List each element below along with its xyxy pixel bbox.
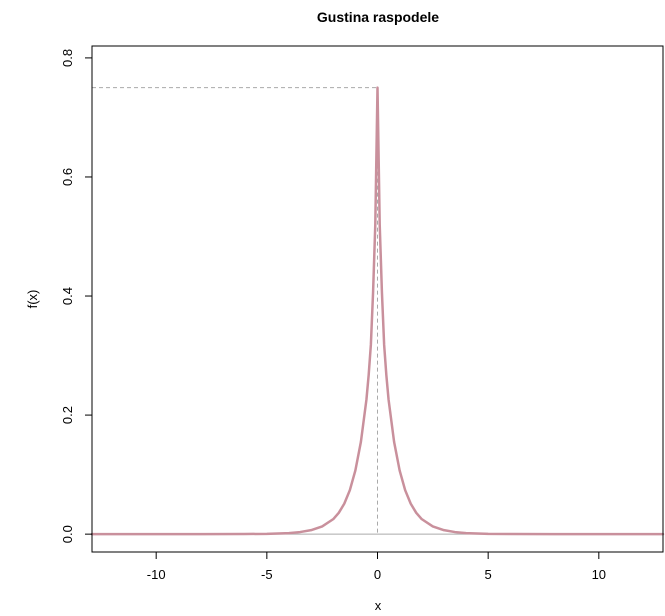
y-tick-label-2: 0.4 — [60, 287, 75, 305]
x-tick-label-1: -5 — [261, 567, 273, 582]
density-curve-0 — [90, 86, 665, 536]
x-tick-label-2: 0 — [374, 567, 381, 582]
x-tick-label-0: -10 — [147, 567, 166, 582]
y-tick-label-1: 0.2 — [60, 406, 75, 424]
y-axis: 0.0 0.2 0.4 0.6 0.8 — [60, 49, 92, 543]
x-axis: -10 -5 0 5 10 — [147, 552, 606, 582]
y-tick-label-3: 0.6 — [60, 168, 75, 186]
y-tick-label-4: 0.8 — [60, 49, 75, 67]
y-tick-label-0: 0.0 — [60, 525, 75, 543]
chart-title: Gustina raspodele — [317, 9, 439, 25]
y-axis-label: f(x) — [25, 290, 40, 309]
x-tick-label-4: 10 — [592, 567, 606, 582]
x-axis-label: x — [375, 598, 382, 613]
x-tick-label-3: 5 — [485, 567, 492, 582]
plot-area — [90, 86, 665, 536]
